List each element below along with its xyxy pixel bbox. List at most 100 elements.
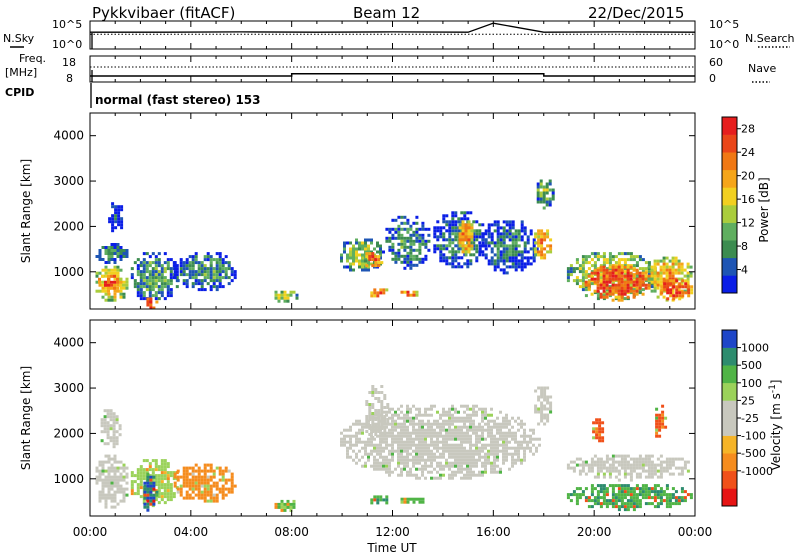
scatter-cell <box>191 481 195 485</box>
scatter-cell <box>470 247 474 251</box>
scatter-cell <box>169 498 173 502</box>
scatter-cell <box>508 226 512 230</box>
scatter-cell <box>142 459 146 463</box>
scatter-cell <box>206 475 210 479</box>
scatter-cell <box>599 276 603 280</box>
scatter-cell <box>151 468 155 472</box>
scatter-cell <box>662 271 666 275</box>
scatter-cell <box>125 472 129 476</box>
scatter-cell <box>481 235 485 239</box>
scatter-cell <box>532 259 536 263</box>
scatter-cell <box>644 283 648 287</box>
scatter-cell <box>400 461 403 465</box>
scatter-cell <box>505 250 509 254</box>
scatter-cell <box>107 454 111 458</box>
scatter-cell <box>543 395 547 399</box>
scatter-cell <box>505 446 508 450</box>
scatter-cell <box>514 458 517 462</box>
scatter-cell <box>403 443 406 447</box>
scatter-cell <box>549 247 553 251</box>
scatter-cell <box>514 265 518 269</box>
scatter-cell <box>368 391 372 394</box>
scatter-cell <box>505 434 508 438</box>
scatter-cell <box>110 271 114 275</box>
scatter-cell <box>365 255 369 259</box>
scatter-cell <box>148 474 152 478</box>
scatter-cell <box>598 421 602 425</box>
scatter-cell <box>352 256 355 260</box>
scatter-cell <box>169 288 173 292</box>
scatter-cell <box>139 264 143 268</box>
scatter-cell <box>340 431 343 435</box>
velocity-colorbar-swatch <box>722 435 737 454</box>
scatter-cell <box>376 241 379 245</box>
scatter-cell <box>537 253 541 257</box>
scatter-cell <box>385 464 388 468</box>
scatter-cell <box>373 288 377 292</box>
scatter-cell <box>409 266 413 270</box>
scatter-cell <box>139 291 143 295</box>
scatter-cell <box>493 458 496 462</box>
scatter-cell <box>149 481 153 485</box>
scatter-cell <box>569 466 573 470</box>
scatter-cell <box>596 274 600 278</box>
scatter-cell <box>157 477 161 481</box>
scatter-cell <box>376 467 379 471</box>
scatter-cell <box>206 282 210 286</box>
scatter-cell <box>146 303 150 307</box>
scatter-cell <box>647 496 651 500</box>
velocity-colorbar-tick-label: -25 <box>741 412 759 425</box>
scatter-cell <box>103 427 107 431</box>
scatter-cell <box>352 449 355 453</box>
scatter-cell <box>602 294 606 298</box>
scatter-cell <box>280 499 284 503</box>
scatter-cell <box>548 203 552 207</box>
scatter-cell <box>380 433 384 436</box>
scatter-cell <box>394 230 398 234</box>
scatter-cell <box>169 483 173 487</box>
scatter-cell <box>623 252 627 256</box>
scatter-cell <box>427 407 430 411</box>
scatter-cell <box>445 461 448 465</box>
scatter-cell <box>188 276 192 280</box>
scatter-cell <box>361 256 364 260</box>
scatter-cell <box>605 295 609 299</box>
scatter-cell <box>194 273 198 277</box>
scatter-cell <box>578 487 582 491</box>
scatter-cell <box>166 480 170 484</box>
scatter-cell <box>227 478 231 482</box>
scatter-cell <box>403 239 407 243</box>
scatter-cell <box>136 285 140 289</box>
scatter-cell <box>451 247 455 251</box>
scatter-cell <box>133 279 137 283</box>
scatter-cell <box>403 221 407 225</box>
scatter-cell <box>418 413 421 417</box>
scatter-cell <box>197 273 201 277</box>
scatter-cell <box>433 476 436 480</box>
scatter-cell <box>590 484 594 488</box>
scatter-cell <box>367 262 370 266</box>
scatter-cell <box>209 276 213 280</box>
scatter-cell <box>599 487 603 491</box>
scatter-cell <box>176 469 180 473</box>
scatter-cell <box>514 446 517 450</box>
scatter-cell <box>101 496 105 500</box>
scatter-cell <box>106 412 110 416</box>
scatter-cell <box>686 280 690 284</box>
scatter-cell <box>549 250 553 254</box>
scatter-cell <box>355 452 358 456</box>
scatter-cell <box>508 232 512 236</box>
scatter-cell <box>209 466 213 470</box>
scatter-cell <box>385 236 389 240</box>
scatter-cell <box>104 478 108 482</box>
scatter-cell <box>540 404 544 408</box>
scatter-cell <box>466 437 469 441</box>
scatter-cell <box>433 431 436 435</box>
scatter-cell <box>659 499 663 503</box>
scatter-cell <box>107 295 111 299</box>
scatter-cell <box>448 467 451 471</box>
scatter-cell <box>280 296 284 300</box>
scatter-cell <box>371 258 375 262</box>
scatter-cell <box>358 419 361 423</box>
scatter-cell <box>145 261 149 265</box>
